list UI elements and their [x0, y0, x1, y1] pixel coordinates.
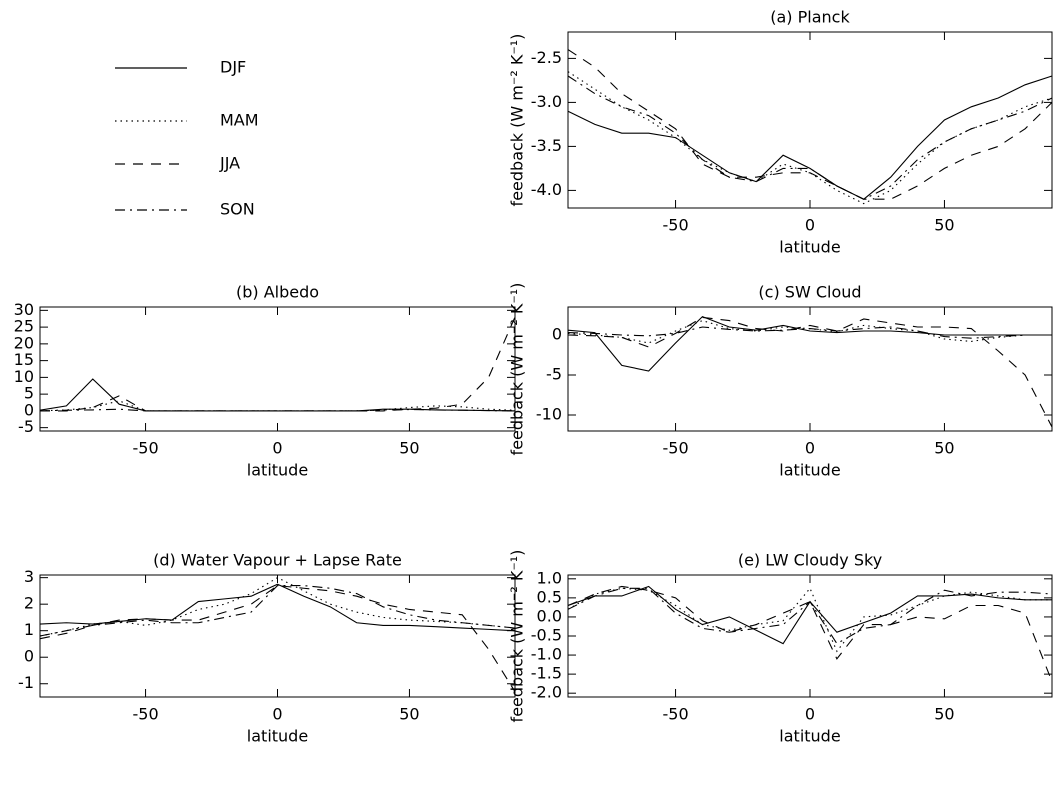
y-tick-label: 0: [24, 647, 34, 666]
x-tick-label: 50: [934, 705, 954, 724]
series-line: [567, 75, 1053, 200]
x-tick-label: 0: [805, 705, 815, 724]
series-line: [567, 316, 1053, 428]
y-tick-label: -0.5: [531, 626, 562, 645]
series-line: [567, 326, 1052, 339]
x-tick-label: 0: [805, 216, 815, 235]
y-tick-label: -5: [18, 417, 34, 436]
chart-title: (c) SW Cloud: [758, 283, 861, 302]
y-tick-label: 0: [24, 400, 34, 419]
plot-frame: [567, 31, 1053, 209]
x-axis-label: latitude: [779, 727, 840, 746]
series-line: [567, 585, 1052, 645]
y-tick-label: 1: [24, 620, 34, 639]
series-line: [39, 378, 516, 412]
series-line: [567, 75, 1053, 200]
series-line: [567, 587, 1053, 645]
y-tick-label: -4.0: [531, 180, 562, 199]
y-tick-label: -2.0: [531, 683, 562, 702]
y-tick-label: -5: [546, 365, 562, 384]
series-line: [567, 315, 1052, 372]
legend-label: DJF: [220, 58, 246, 77]
x-axis-label: latitude: [779, 238, 840, 257]
x-tick-label: 50: [934, 216, 954, 235]
chart-title: (a) Planck: [770, 8, 850, 27]
x-tick-label: 0: [272, 439, 282, 458]
y-tick-label: 30: [14, 300, 34, 319]
y-axis-label: feedback (W m⁻² K⁻¹): [508, 283, 527, 456]
x-tick-label: -50: [132, 705, 158, 724]
series-line: [567, 71, 1053, 205]
y-tick-label: 3: [24, 567, 34, 586]
y-tick-label: 0.5: [537, 587, 562, 606]
y-axis-label: feedback (W m⁻² K⁻¹): [508, 34, 527, 207]
x-tick-label: -50: [132, 439, 158, 458]
plot-frame: [39, 574, 516, 698]
x-axis-label: latitude: [779, 461, 840, 480]
y-tick-label: 5: [24, 384, 34, 403]
x-tick-label: 50: [934, 439, 954, 458]
chart-title: (b) Albedo: [236, 283, 319, 302]
x-tick-label: -50: [662, 216, 688, 235]
legend-label: MAM: [220, 111, 259, 130]
y-tick-label: 0: [552, 325, 562, 344]
y-tick-label: 10: [14, 367, 34, 386]
x-tick-label: 0: [805, 439, 815, 458]
x-tick-label: -50: [662, 439, 688, 458]
y-tick-label: 25: [14, 317, 34, 336]
x-tick-label: 50: [399, 705, 419, 724]
y-tick-label: -1.0: [531, 645, 562, 664]
plot-frame: [567, 574, 1053, 698]
y-tick-label: -3.0: [531, 92, 562, 111]
x-tick-label: -50: [662, 705, 688, 724]
plot-frame: [39, 306, 516, 432]
y-tick-label: 1.0: [537, 568, 562, 587]
chart-title: (d) Water Vapour + Lapse Rate: [153, 551, 402, 570]
series-line: [567, 585, 1053, 682]
y-tick-label: -2.5: [531, 48, 562, 67]
series-line: [567, 49, 1053, 200]
y-tick-label: -1.5: [531, 664, 562, 683]
chart-title: (e) LW Cloudy Sky: [738, 551, 882, 570]
y-tick-label: 0.0: [537, 606, 562, 625]
series-line: [39, 577, 516, 637]
y-tick-label: 2: [24, 594, 34, 613]
x-tick-label: 50: [399, 439, 419, 458]
series-line: [39, 585, 516, 637]
y-tick-label: -3.5: [531, 136, 562, 155]
x-axis-label: latitude: [247, 727, 308, 746]
y-tick-label: -10: [536, 405, 562, 424]
x-axis-label: latitude: [247, 461, 308, 480]
series-line: [39, 583, 516, 632]
y-axis-label: feedback (W m⁻² K⁻¹): [508, 550, 527, 723]
y-tick-label: -1: [18, 673, 34, 692]
legend-label: JJA: [219, 154, 240, 173]
series-line: [567, 320, 1052, 344]
series-line: [40, 316, 516, 412]
x-tick-label: 0: [272, 705, 282, 724]
series-line: [567, 587, 1052, 653]
y-tick-label: 15: [14, 350, 34, 369]
y-tick-label: 20: [14, 333, 34, 352]
series-line: [39, 585, 516, 692]
legend-label: SON: [220, 200, 255, 219]
